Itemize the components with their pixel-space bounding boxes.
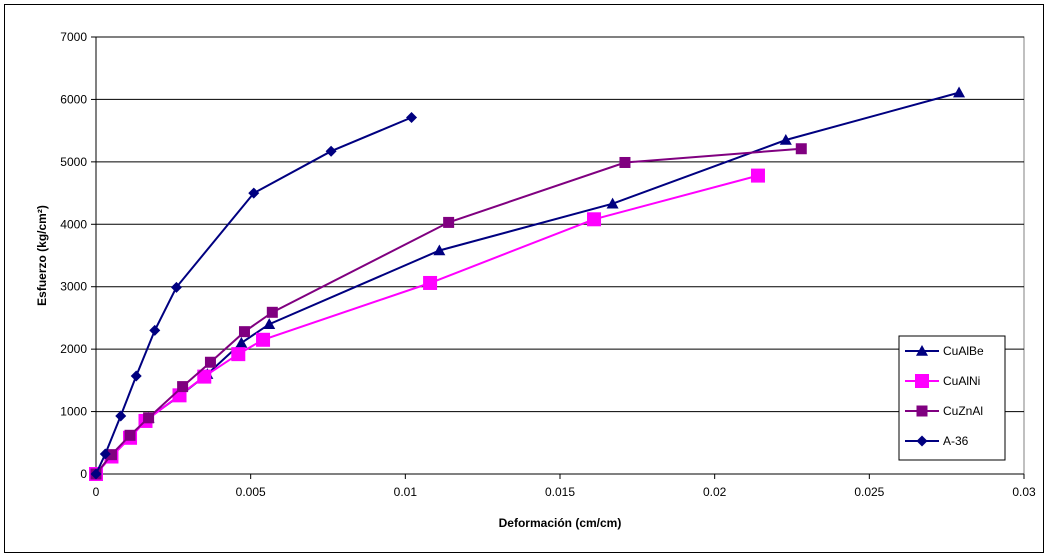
x-tick-label: 0.015 — [545, 485, 575, 499]
x-tick-label: 0.005 — [236, 485, 266, 499]
legend-box — [898, 335, 1006, 461]
x-tick-label: 0.03 — [1012, 485, 1036, 499]
x-tick-label: 0 — [93, 485, 100, 499]
plot-area — [95, 36, 1025, 475]
y-axis-title: Esfuerzo (kg/cm²) — [35, 205, 49, 306]
legend-label: A-36 — [943, 434, 969, 448]
legend: CuAlBe CuAlNi CuZnAl A-36 — [898, 335, 1006, 461]
series-layer — [89, 86, 966, 481]
data-point-cuznal — [266, 306, 278, 318]
y-tick-label: 3000 — [60, 280, 87, 294]
y-tick-label: 7000 — [60, 30, 87, 44]
data-point-cualni — [231, 347, 246, 362]
data-point-a-36 — [130, 370, 142, 382]
series-a-36 — [90, 112, 418, 480]
legend-item-cualbe: CuAlBe — [905, 344, 984, 358]
x-tick-label: 0.01 — [394, 485, 418, 499]
data-point-cualbe — [953, 86, 966, 98]
data-point-cualni — [750, 168, 765, 183]
x-tick-label: 0.025 — [854, 485, 884, 499]
data-point-cualbe — [433, 244, 446, 256]
data-point-cualni — [197, 369, 212, 384]
legend-marker — [916, 345, 928, 356]
legend-label: CuAlBe — [943, 344, 984, 358]
y-tick-label: 4000 — [60, 217, 87, 231]
data-point-cuznal — [795, 143, 807, 155]
grid — [96, 36, 1024, 413]
data-point-a-36 — [90, 468, 102, 480]
data-point-cualbe — [235, 336, 248, 348]
plot-area-rect — [95, 36, 1025, 475]
legend-item-cuznal: CuZnAl — [905, 404, 983, 418]
legend-marker — [915, 374, 929, 388]
x-axis-title: Deformación (cm/cm) — [499, 516, 622, 530]
y-tick-label: 6000 — [60, 92, 87, 106]
legend-label: CuAlNi — [943, 374, 980, 388]
data-point-cuznal — [443, 216, 455, 228]
data-point-cuznal — [105, 449, 117, 461]
data-point-cualbe — [263, 318, 276, 329]
y-tick-label: 1000 — [60, 405, 87, 419]
data-point-cualni — [423, 275, 438, 290]
x-tick-label: 0.02 — [703, 485, 727, 499]
data-point-a-36 — [248, 187, 260, 199]
data-point-a-36 — [170, 281, 182, 293]
data-point-a-36 — [115, 410, 127, 422]
data-point-a-36 — [406, 112, 418, 124]
legend-label: CuZnAl — [943, 404, 983, 418]
data-point-a-36 — [149, 324, 161, 336]
data-point-cualni — [587, 212, 602, 227]
legend-item-cualni: CuAlNi — [905, 374, 980, 388]
y-tick-label: 0 — [80, 467, 87, 481]
axes: 0 1000 2000 3000 4000 5000 6000 7000 0 0.005 0.01 0… — [60, 30, 1036, 499]
legend-item-a-36: A-36 — [905, 434, 969, 448]
y-tick-label: 2000 — [60, 342, 87, 356]
data-point-cuznal — [124, 429, 136, 441]
data-point-cuznal — [143, 412, 155, 424]
data-point-cualbe — [779, 134, 792, 145]
data-point-cuznal — [238, 326, 250, 338]
data-point-cuznal — [177, 381, 189, 393]
data-point-cualbe — [606, 197, 619, 209]
data-point-cuznal — [619, 156, 631, 168]
data-point-cualni — [256, 332, 271, 347]
data-point-a-36 — [99, 448, 111, 460]
data-point-a-36 — [325, 145, 337, 157]
data-point-cuznal — [204, 356, 216, 368]
legend-marker — [916, 435, 928, 447]
legend-marker — [916, 405, 928, 417]
y-tick-label: 5000 — [60, 155, 87, 169]
